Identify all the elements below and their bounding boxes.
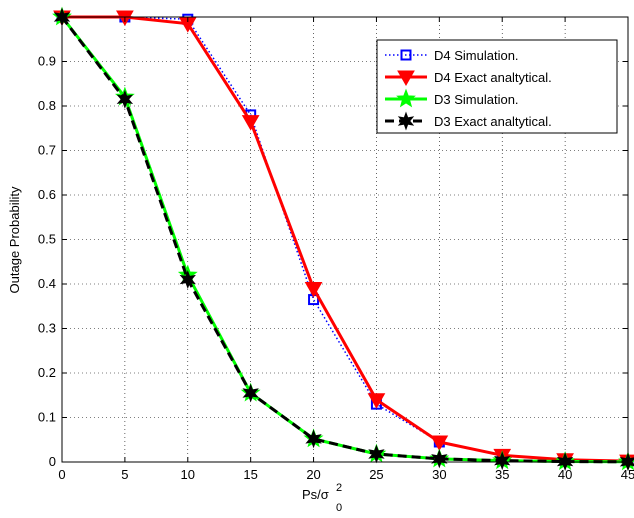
- data-point-hexagram: [305, 429, 322, 449]
- x-axis-label-superscript: 2: [336, 482, 342, 494]
- x-axis-label-subscript: 0: [336, 502, 342, 514]
- x-tick-label: 40: [558, 467, 572, 482]
- y-tick-label: 0.6: [38, 187, 56, 202]
- legend-label: D4 Simulation.: [434, 48, 519, 63]
- data-point-triangle: [430, 435, 449, 451]
- y-tick-label: 0.7: [38, 143, 56, 158]
- data-point-triangle: [367, 393, 386, 409]
- data-point-hexagram: [179, 270, 196, 289]
- data-point-triangle: [241, 115, 260, 131]
- x-axis-label-main: Ps/σ: [302, 487, 329, 502]
- axis-ticks: 0 5 10 15 20 25 30 35 40 45 0 0.1 0.2 0.3 0.4 0.5 0.6 0.7…: [38, 16, 634, 482]
- y-tick-label: 0.3: [38, 321, 56, 336]
- data-point-star: [396, 88, 416, 108]
- series-line: [62, 15, 629, 463]
- data-point-hexagram: [116, 89, 134, 109]
- x-axis-label: Ps/σ 2 0: [302, 482, 342, 514]
- legend-label: D3 Simulation.: [434, 92, 519, 107]
- y-tick-label: 0.1: [38, 410, 56, 425]
- x-tick-label: 15: [243, 467, 257, 482]
- data-point-triangle: [397, 70, 415, 87]
- x-tick-label: 5: [121, 467, 128, 482]
- legend-entry-4: D3 Exact analtytical.: [385, 111, 552, 131]
- series-line: [60, 16, 629, 464]
- x-tick-label: 45: [621, 467, 634, 482]
- legend-entry-3: D3 Simulation.: [385, 88, 519, 108]
- x-tick-label: 0: [58, 467, 65, 482]
- legend-label: D3 Exact analtytical.: [434, 114, 552, 129]
- x-tick-label: 35: [495, 467, 509, 482]
- x-tick-label: 30: [432, 467, 446, 482]
- data-point-hexagram: [242, 383, 259, 403]
- data-point-square: [400, 49, 412, 61]
- legend-entry-1: D4 Simulation.: [385, 48, 519, 63]
- legend-entry-2: D4 Exact analtytical.: [385, 70, 552, 87]
- y-tick-label: 0.9: [38, 54, 56, 69]
- y-tick-label: 0.2: [38, 365, 56, 380]
- data-point-triangle: [304, 281, 323, 298]
- x-tick-label: 20: [306, 467, 320, 482]
- data-point-hexagram: [397, 111, 415, 131]
- legend-label: D4 Exact analtytical.: [434, 70, 552, 85]
- x-tick-label: 25: [369, 467, 383, 482]
- y-tick-label: 0.4: [38, 276, 56, 291]
- series-line: [62, 16, 629, 462]
- y-axis-label: Outage Probability: [7, 186, 22, 293]
- x-tick-label: 10: [181, 467, 195, 482]
- y-tick-label: 0: [49, 454, 56, 469]
- y-tick-label: 0.8: [38, 98, 56, 113]
- legend: D4 Simulation. D4 Exact analtytical. D3 Si…: [376, 39, 618, 134]
- y-tick-label: 0.5: [38, 232, 56, 247]
